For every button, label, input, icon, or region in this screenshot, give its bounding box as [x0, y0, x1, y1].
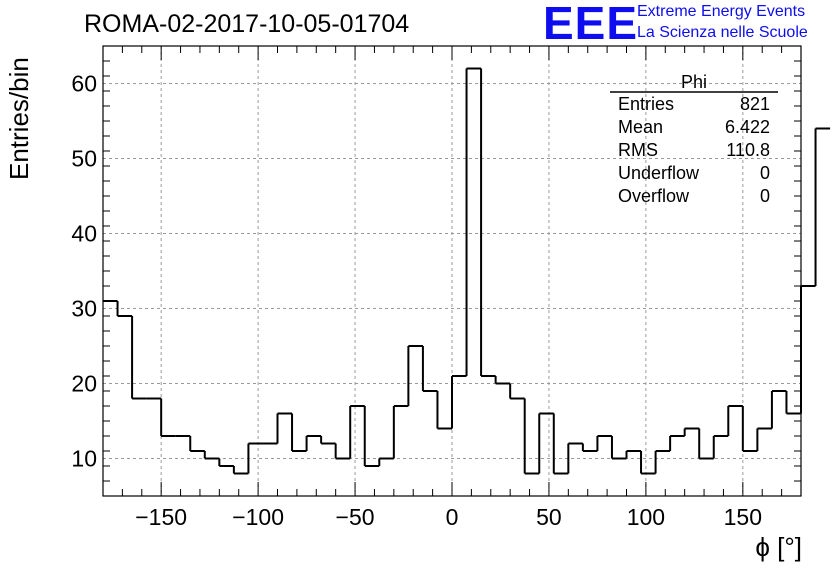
stats-value: 0 — [760, 186, 770, 206]
grid-lines — [103, 46, 801, 496]
x-tick-label: 0 — [446, 504, 459, 530]
stats-value: 110.8 — [726, 140, 770, 160]
x-tick-label: 150 — [724, 504, 762, 530]
stats-box: Phi Entries 821 Mean 6.422 RMS 110.8 Underflow 0… — [610, 72, 778, 206]
y-tick-label: 30 — [71, 296, 97, 322]
stats-title: Phi — [681, 72, 707, 92]
x-tick-label: 50 — [536, 504, 562, 530]
histogram-bars — [103, 67, 831, 475]
x-tick-label: −50 — [336, 504, 375, 530]
y-tick-label: 10 — [71, 446, 97, 472]
x-tick-label: −150 — [135, 504, 187, 530]
chart-title: ROMA-02-2017-10-05-01704 — [84, 10, 410, 38]
y-tick-label: 20 — [71, 371, 97, 397]
y-tick-label: 60 — [71, 71, 97, 97]
axis-ticks — [102, 45, 802, 497]
stats-value: 0 — [760, 163, 770, 183]
tick-labels: −150 −100 −50 0 50 100 150 10 20 30 40 50 60 — [71, 71, 762, 531]
stats-value: 821 — [740, 94, 770, 114]
stats-label: RMS — [618, 140, 658, 160]
x-tick-label: −100 — [232, 504, 284, 530]
x-axis-label: ϕ [°] — [755, 532, 802, 562]
stats-label: Underflow — [618, 163, 700, 183]
x-tick-label: 100 — [627, 504, 665, 530]
y-tick-label: 40 — [71, 221, 97, 247]
stats-label: Overflow — [618, 186, 690, 206]
logo-subtitle-2: La Scienza nelle Scuole — [637, 24, 808, 41]
stats-value: 6.422 — [725, 117, 770, 137]
stats-label: Mean — [618, 117, 663, 137]
logo-subtitle-1: Extreme Energy Events — [637, 3, 806, 20]
stats-label: Entries — [618, 94, 674, 114]
y-tick-label: 50 — [71, 146, 97, 172]
eee-logo: EEE — [543, 0, 639, 49]
y-axis-label: Entries/bin — [4, 57, 34, 180]
